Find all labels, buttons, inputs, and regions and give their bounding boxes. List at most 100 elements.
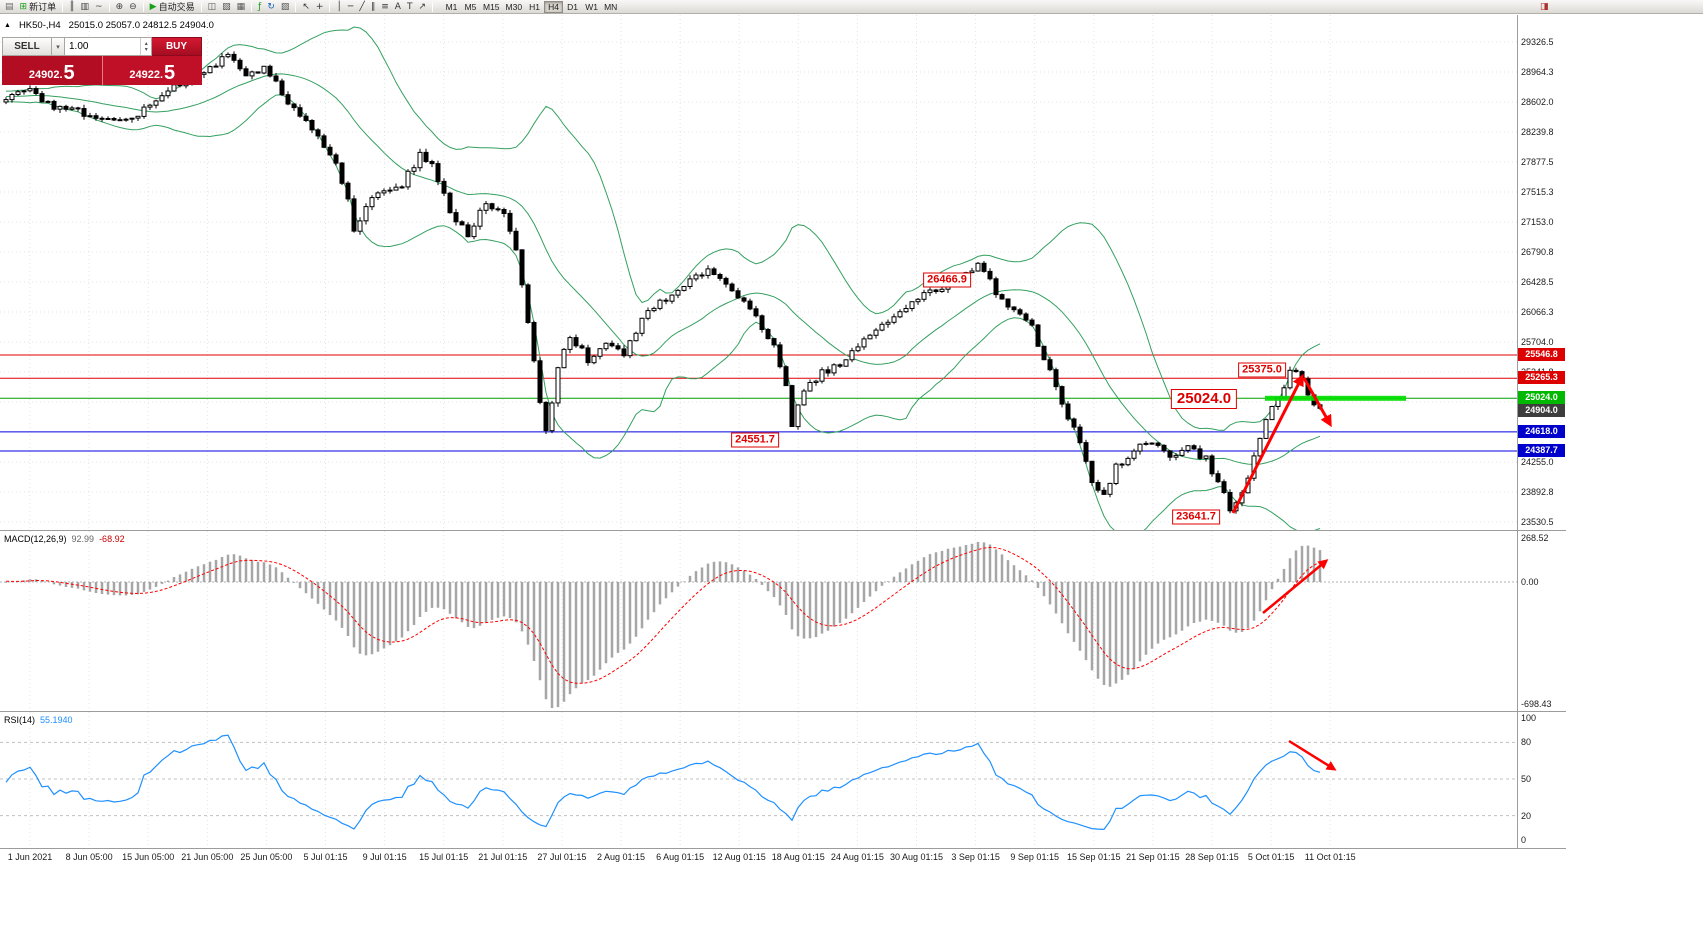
zoom-out-button[interactable]: ⊖ [126,1,140,13]
toolbar-separator [142,1,144,12]
stepper-up-icon[interactable]: ▴ [144,40,148,47]
trend-arrow[interactable] [1231,373,1304,514]
price-tag-24618.0: 24618.0 [1518,425,1565,438]
horizontal-line-icon: ─ [347,1,354,12]
one-click-toggle-icon[interactable]: ▲ [4,22,11,29]
buy-button[interactable]: BUY [152,37,202,56]
time-axis-label: 15 Sep 01:15 [1067,852,1121,862]
timeframe-m5-button[interactable]: M5 [464,1,477,12]
sell-price-main: 24902. [28,69,63,81]
toolbar-separator [251,1,253,12]
timeframe-m30-button[interactable]: M30 [505,1,523,12]
bar-chart-mode-button[interactable]: ║ [66,1,77,13]
arrows-tool-icon: ↗ [418,1,426,12]
text-icon: A [394,1,401,12]
text-label-button[interactable]: T [404,1,416,13]
buy-price-pip: 5 [164,62,176,84]
symbol-info: ▲ HK50-,H4 25015.0 25057.0 24812.5 24904… [4,20,214,31]
new-order-button[interactable]: ⊞ 新订单 [17,1,60,13]
time-axis-label: 3 Sep 01:15 [951,852,1000,862]
indicators-button[interactable]: ƒ [255,1,264,13]
new-order-icon: ⊞ [19,1,28,12]
macd-name: MACD(12,26,9) [4,534,67,544]
candlestick-mode-button[interactable]: ▥ [78,1,93,13]
fibonacci-button[interactable]: ≡ [378,1,392,13]
trend-arrow[interactable] [1288,739,1337,771]
profiles-icon: ▧ [222,1,231,12]
annotation-arrows[interactable] [1262,559,1329,614]
buy-price[interactable]: 24922. 5 [102,56,202,85]
time-axis-label: 2 Aug 01:15 [596,852,646,862]
time-axis-label: 15 Jun 05:00 [122,852,175,862]
charts-menu-button[interactable]: ▤ [2,1,17,13]
zoom-in-button[interactable]: ⊕ [113,1,127,13]
panel-separator[interactable] [0,530,1566,531]
price-tag-25265.3: 25265.3 [1518,371,1565,384]
bollinger-bands [5,26,1321,530]
vertical-line-button[interactable]: │ [333,1,344,13]
price-tag-24904.0: 24904.0 [1518,404,1565,417]
crosshair-icon: + [315,1,324,12]
trendline-button[interactable]: ╱ [356,1,367,13]
arrows-tool-button[interactable]: ↗ [415,1,429,13]
price-axis-label: 24617.3 [1521,427,1554,437]
price-chart[interactable] [0,15,1517,530]
new-chart-button[interactable]: ◫ [205,1,220,13]
line-chart-mode-button[interactable]: ~ [92,1,106,13]
crosshair-button[interactable]: + [313,1,327,13]
sell-dropdown-icon[interactable]: ▾ [52,37,65,56]
rsi-axis-label: 80 [1521,737,1532,748]
sell-button[interactable]: SELL [2,37,52,56]
refresh-icon: ↻ [267,1,275,12]
trade-prices-row: 24902. 5 24922. 5 [2,56,202,85]
stepper-down-icon[interactable]: ▾ [144,46,148,53]
timeframe-w1-button[interactable]: W1 [585,1,598,12]
candlestick-mode-icon: ▥ [80,1,90,12]
macd-panel[interactable] [0,531,1517,711]
text-button[interactable]: A [392,1,404,13]
one-click-trading-panel: SELL ▾ ▴ ▾ BUY 24902. 5 24922. 5 [2,37,202,85]
sell-price[interactable]: 24902. 5 [2,56,103,85]
cursor-button[interactable]: ↖ [299,1,313,13]
autotrading-button[interactable]: ▶ 自动交易 [147,1,198,13]
rsi-axis-label: 100 [1521,713,1537,723]
volume-stepper[interactable]: ▴ ▾ [140,38,151,55]
time-axis-label: 6 Aug 01:15 [656,852,705,862]
volume-box: ▴ ▾ [65,37,152,56]
rsi-panel[interactable] [0,712,1517,848]
price-axis-label: 28239.8 [1521,127,1554,137]
channel-button[interactable]: ∥ [368,1,379,13]
refresh-button[interactable]: ↻ [264,1,278,13]
annotation-arrows[interactable] [1231,373,1332,514]
time-axis-label: 25 Jun 05:00 [240,852,293,862]
panel-separator[interactable] [0,711,1566,712]
tile-windows-button[interactable]: ▦ [234,1,249,13]
timeframe-mn-button[interactable]: MN [604,1,618,12]
timeframe-h1-button[interactable]: H1 [529,1,541,12]
new-chart-icon: ◫ [207,1,217,12]
volume-input[interactable] [65,38,141,55]
templates-button[interactable]: ▨ [278,1,293,13]
timeframe-m15-button[interactable]: M15 [483,1,500,12]
macd-signal-value: -68.92 [99,534,125,544]
thick-green-line[interactable] [1265,395,1406,401]
profiles-button[interactable]: ▧ [219,1,234,13]
price-axis-label: 27153.0 [1521,217,1554,227]
price-axis-label: 29326.5 [1521,37,1554,47]
fibonacci-icon: ≡ [381,1,389,12]
symbol-ohlc: 25015.0 25057.0 24812.5 24904.0 [68,20,214,31]
trend-arrow[interactable] [1302,377,1332,428]
price-axis-label: 28964.3 [1521,67,1554,77]
annotation-arrows[interactable] [1288,739,1337,771]
trendline-icon: ╱ [359,1,365,12]
chart-shift-icon[interactable]: ◨ [1540,2,1549,12]
price-axis-label: 26790.8 [1521,247,1554,257]
timeframe-h4-button[interactable]: H4 [544,0,564,13]
horizontal-line-button[interactable]: ─ [345,1,356,13]
timeframe-d1-button[interactable]: D1 [567,1,579,12]
toolbar-separator [108,1,110,12]
timeframe-m1-button[interactable]: M1 [445,1,458,12]
trend-arrow[interactable] [1262,559,1329,614]
price-axis-label: 24255.0 [1521,457,1554,467]
